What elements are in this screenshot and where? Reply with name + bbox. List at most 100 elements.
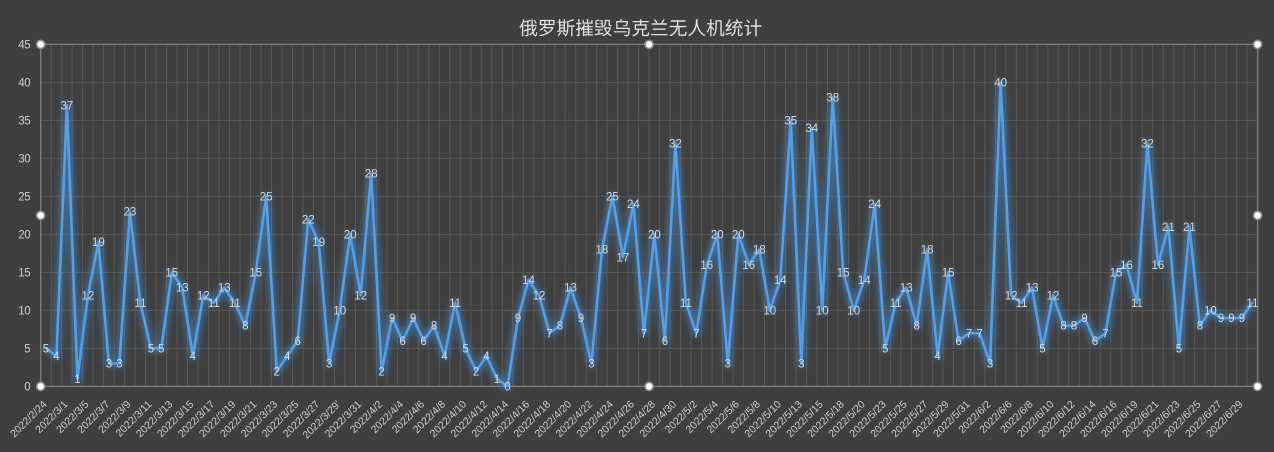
svg-text:2: 2: [378, 366, 384, 378]
svg-text:4: 4: [934, 351, 941, 363]
svg-text:20: 20: [732, 230, 745, 242]
svg-text:4: 4: [284, 351, 291, 363]
svg-text:15: 15: [942, 268, 955, 280]
svg-text:6: 6: [662, 336, 668, 348]
svg-text:5: 5: [1039, 344, 1045, 356]
svg-text:5: 5: [158, 344, 164, 356]
svg-text:12: 12: [1047, 290, 1060, 302]
svg-text:7: 7: [1102, 328, 1108, 340]
svg-text:15: 15: [837, 268, 850, 280]
svg-text:9: 9: [1228, 313, 1234, 325]
svg-text:3: 3: [725, 359, 731, 371]
svg-text:17: 17: [617, 252, 630, 264]
svg-text:24: 24: [868, 199, 881, 211]
svg-text:13: 13: [176, 283, 189, 295]
svg-text:32: 32: [669, 138, 682, 150]
svg-text:10: 10: [847, 306, 860, 318]
svg-text:10: 10: [763, 306, 776, 318]
svg-text:6: 6: [294, 336, 300, 348]
svg-text:16: 16: [1152, 260, 1165, 272]
svg-text:21: 21: [1183, 222, 1196, 234]
svg-text:8: 8: [1071, 321, 1077, 333]
svg-text:20: 20: [711, 230, 724, 242]
svg-text:25: 25: [18, 192, 30, 204]
svg-text:2: 2: [273, 366, 279, 378]
svg-text:5: 5: [1176, 344, 1182, 356]
svg-text:11: 11: [1246, 298, 1258, 310]
svg-text:15: 15: [249, 268, 262, 280]
svg-text:3: 3: [588, 359, 594, 371]
svg-text:3: 3: [116, 359, 122, 371]
svg-text:10: 10: [1204, 306, 1217, 318]
svg-text:7: 7: [546, 328, 552, 340]
svg-text:12: 12: [197, 290, 210, 302]
svg-text:5: 5: [882, 344, 888, 356]
svg-text:10: 10: [816, 306, 829, 318]
svg-text:32: 32: [1141, 138, 1154, 150]
svg-text:21: 21: [1162, 222, 1175, 234]
svg-text:13: 13: [900, 283, 913, 295]
svg-text:8: 8: [431, 321, 437, 333]
svg-text:28: 28: [365, 169, 378, 181]
svg-text:1: 1: [74, 374, 80, 386]
svg-text:9: 9: [1239, 313, 1245, 325]
svg-text:3: 3: [798, 359, 804, 371]
svg-text:11: 11: [1131, 298, 1143, 310]
svg-text:13: 13: [564, 283, 577, 295]
svg-text:14: 14: [858, 275, 871, 287]
svg-text:15: 15: [1110, 268, 1123, 280]
svg-text:11: 11: [229, 298, 241, 310]
svg-text:3: 3: [106, 359, 112, 371]
svg-text:7: 7: [641, 328, 647, 340]
svg-text:38: 38: [826, 93, 839, 105]
svg-text:8: 8: [913, 321, 919, 333]
svg-text:8: 8: [242, 321, 248, 333]
svg-text:40: 40: [994, 78, 1007, 90]
svg-text:3: 3: [987, 359, 993, 371]
svg-text:0: 0: [504, 382, 510, 394]
svg-text:19: 19: [92, 237, 105, 249]
svg-text:30: 30: [18, 154, 30, 166]
svg-text:11: 11: [680, 298, 692, 310]
svg-text:12: 12: [82, 290, 95, 302]
svg-text:13: 13: [1026, 283, 1039, 295]
svg-text:7: 7: [966, 328, 972, 340]
svg-text:10: 10: [18, 306, 30, 318]
svg-text:12: 12: [354, 290, 367, 302]
svg-text:9: 9: [515, 313, 521, 325]
svg-text:16: 16: [700, 260, 713, 272]
svg-text:4: 4: [441, 351, 448, 363]
svg-text:14: 14: [522, 275, 535, 287]
svg-text:4: 4: [190, 351, 197, 363]
svg-text:4: 4: [53, 351, 60, 363]
svg-text:5: 5: [24, 344, 30, 356]
svg-text:19: 19: [312, 237, 325, 249]
svg-text:18: 18: [921, 245, 934, 257]
svg-text:24: 24: [627, 199, 640, 211]
svg-text:25: 25: [606, 192, 619, 204]
svg-text:5: 5: [148, 344, 154, 356]
svg-text:12: 12: [533, 290, 546, 302]
svg-text:25: 25: [260, 192, 273, 204]
svg-text:20: 20: [648, 230, 661, 242]
svg-text:0: 0: [24, 382, 30, 394]
svg-text:5: 5: [43, 344, 49, 356]
svg-text:18: 18: [596, 245, 609, 257]
svg-text:12: 12: [1005, 290, 1018, 302]
svg-text:45: 45: [18, 40, 30, 52]
svg-text:34: 34: [805, 123, 818, 135]
svg-text:8: 8: [1197, 321, 1203, 333]
svg-text:8: 8: [1060, 321, 1066, 333]
svg-text:20: 20: [18, 230, 30, 242]
svg-text:11: 11: [134, 298, 146, 310]
svg-text:8: 8: [557, 321, 563, 333]
svg-text:20: 20: [344, 230, 357, 242]
svg-text:4: 4: [483, 351, 490, 363]
svg-text:6: 6: [955, 336, 961, 348]
svg-text:2: 2: [473, 366, 479, 378]
svg-text:14: 14: [774, 275, 787, 287]
svg-text:11: 11: [1016, 298, 1028, 310]
svg-text:11: 11: [208, 298, 220, 310]
svg-text:9: 9: [410, 313, 416, 325]
svg-text:6: 6: [420, 336, 426, 348]
